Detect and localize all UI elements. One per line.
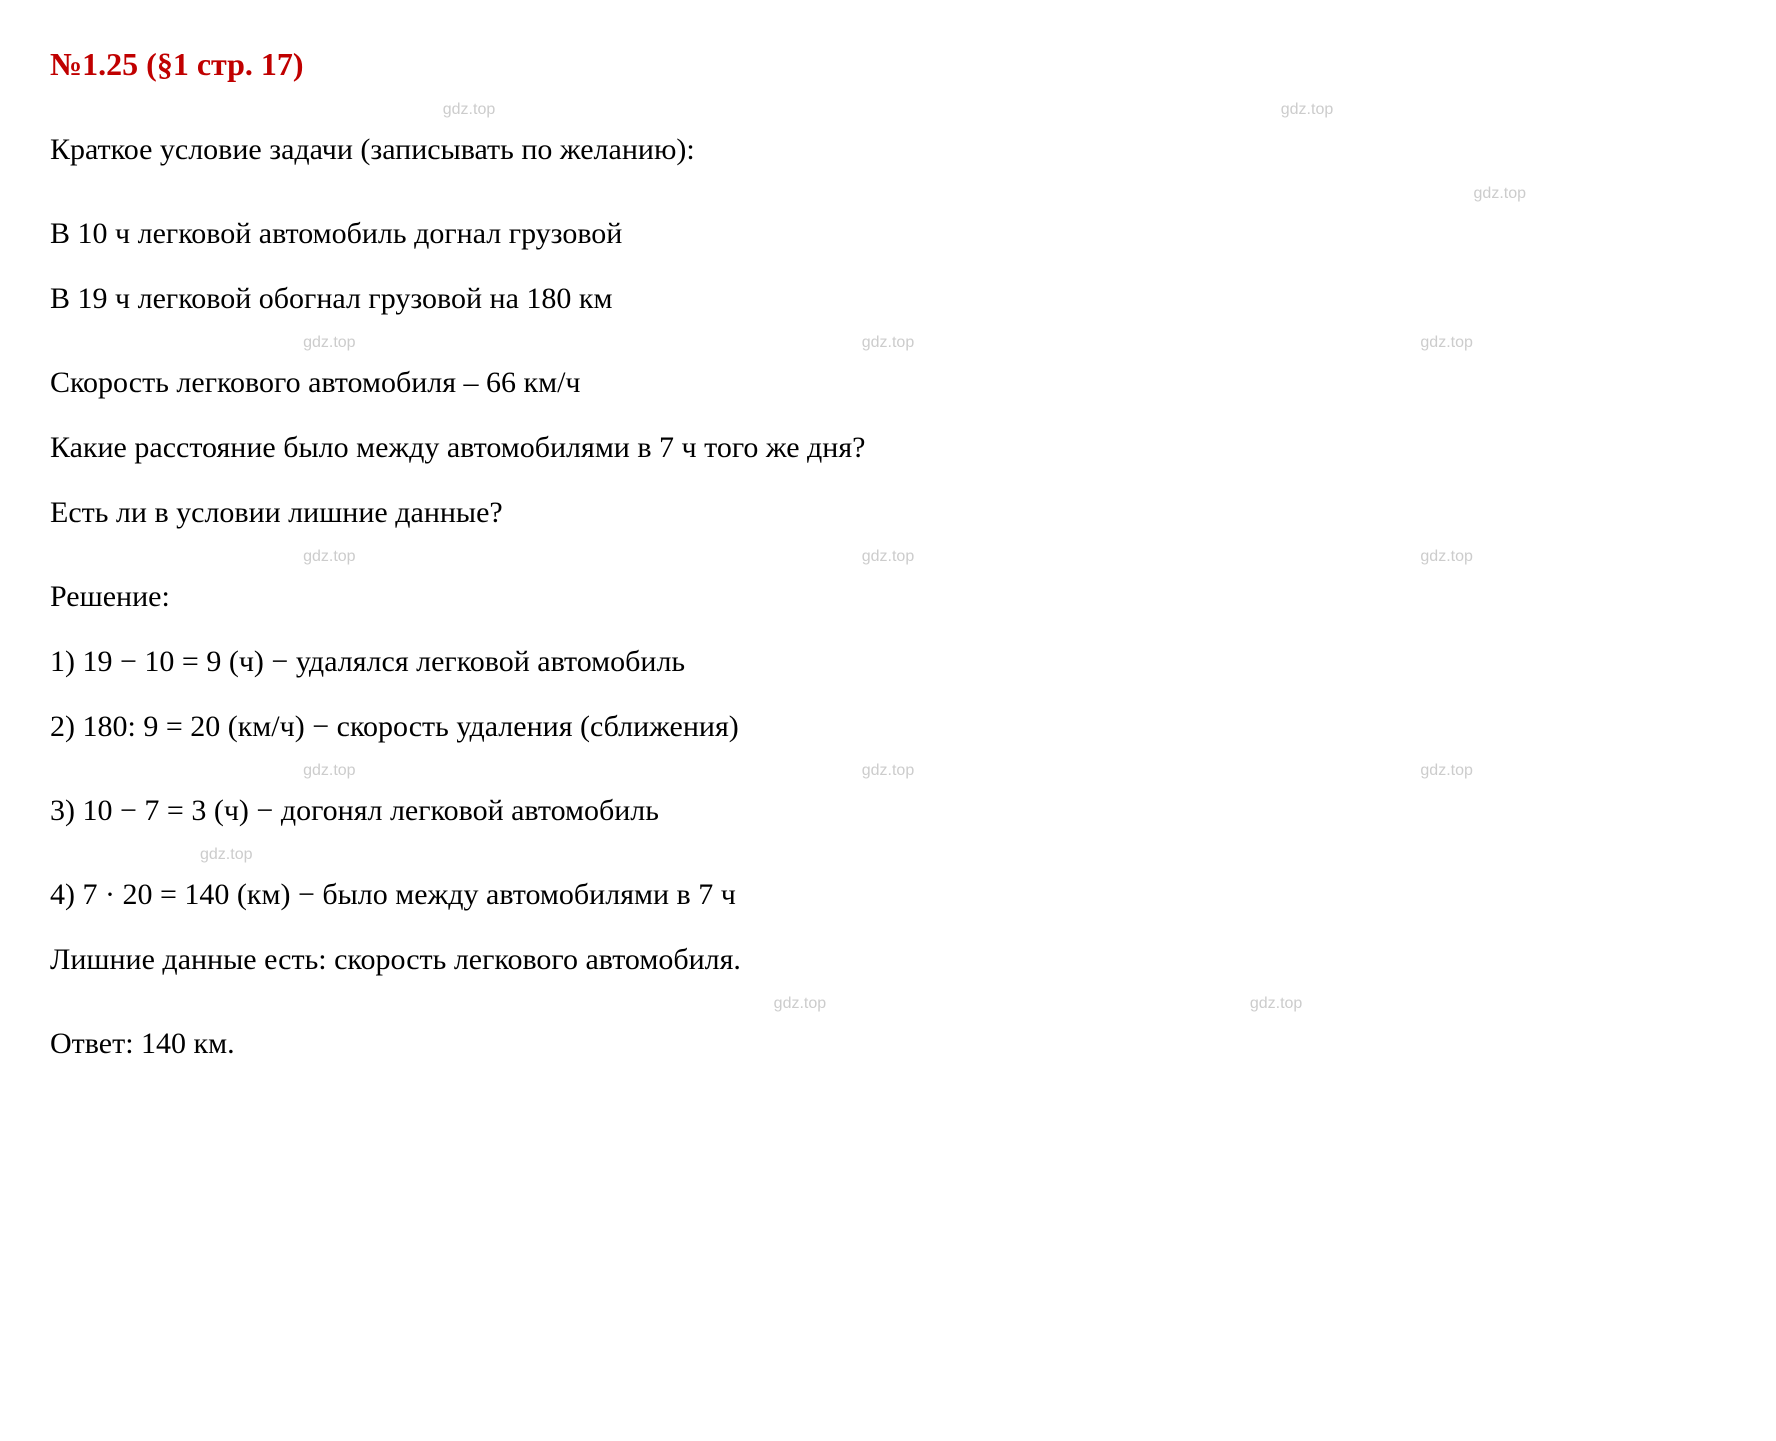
question-1: Какие расстояние было между автомобилями… bbox=[50, 425, 1726, 470]
watermark: gdz.top bbox=[1281, 98, 1333, 122]
watermark: gdz.top bbox=[1250, 992, 1302, 1016]
given-line-3: Скорость легкового автомобиля – 66 км/ч bbox=[50, 360, 1726, 405]
watermark: gdz.top bbox=[443, 98, 495, 122]
question-2: Есть ли в условии лишние данные? bbox=[50, 490, 1726, 535]
solution-step-4: 4) 7 · 20 = 140 (км) − было между автомо… bbox=[50, 872, 1726, 917]
watermark: gdz.top bbox=[1420, 759, 1472, 783]
watermark: gdz.top bbox=[862, 759, 914, 783]
solution-step-3: 3) 10 − 7 = 3 (ч) − догонял легковой авт… bbox=[50, 788, 1726, 833]
solution-step-2: 2) 180: 9 = 20 (км/ч) − скорость удалени… bbox=[50, 704, 1726, 749]
watermark-row: gdz.top gdz.top gdz.top bbox=[50, 545, 1726, 569]
watermark-row: gdz.top gdz.top bbox=[50, 992, 1726, 1016]
watermark: gdz.top bbox=[200, 843, 252, 867]
solution-step-1: 1) 19 − 10 = 9 (ч) − удалялся легковой а… bbox=[50, 639, 1726, 684]
watermark-row: gdz.top gdz.top bbox=[50, 98, 1726, 122]
watermark: gdz.top bbox=[303, 545, 355, 569]
given-line-2: В 19 ч легковой обогнал грузовой на 180 … bbox=[50, 276, 1726, 321]
watermark-row: gdz.top bbox=[50, 182, 1726, 206]
watermark: gdz.top bbox=[1420, 331, 1472, 355]
given-line-1: В 10 ч легковой автомобиль догнал грузов… bbox=[50, 211, 1726, 256]
conclusion-text: Лишние данные есть: скорость легкового а… bbox=[50, 937, 1726, 982]
solution-label: Решение: bbox=[50, 574, 1726, 619]
watermark-row: gdz.top bbox=[50, 843, 1726, 867]
problem-heading: №1.25 (§1 стр. 17) bbox=[50, 40, 1726, 88]
watermark: gdz.top bbox=[303, 331, 355, 355]
watermark: gdz.top bbox=[862, 331, 914, 355]
watermark-row: gdz.top gdz.top gdz.top bbox=[50, 759, 1726, 783]
watermark: gdz.top bbox=[862, 545, 914, 569]
watermark: gdz.top bbox=[1474, 182, 1526, 206]
watermark: gdz.top bbox=[774, 992, 826, 1016]
watermark-row: gdz.top gdz.top gdz.top bbox=[50, 331, 1726, 355]
watermark: gdz.top bbox=[1420, 545, 1472, 569]
intro-text: Краткое условие задачи (записывать по же… bbox=[50, 127, 1726, 172]
answer-text: Ответ: 140 км. bbox=[50, 1021, 1726, 1066]
watermark: gdz.top bbox=[303, 759, 355, 783]
